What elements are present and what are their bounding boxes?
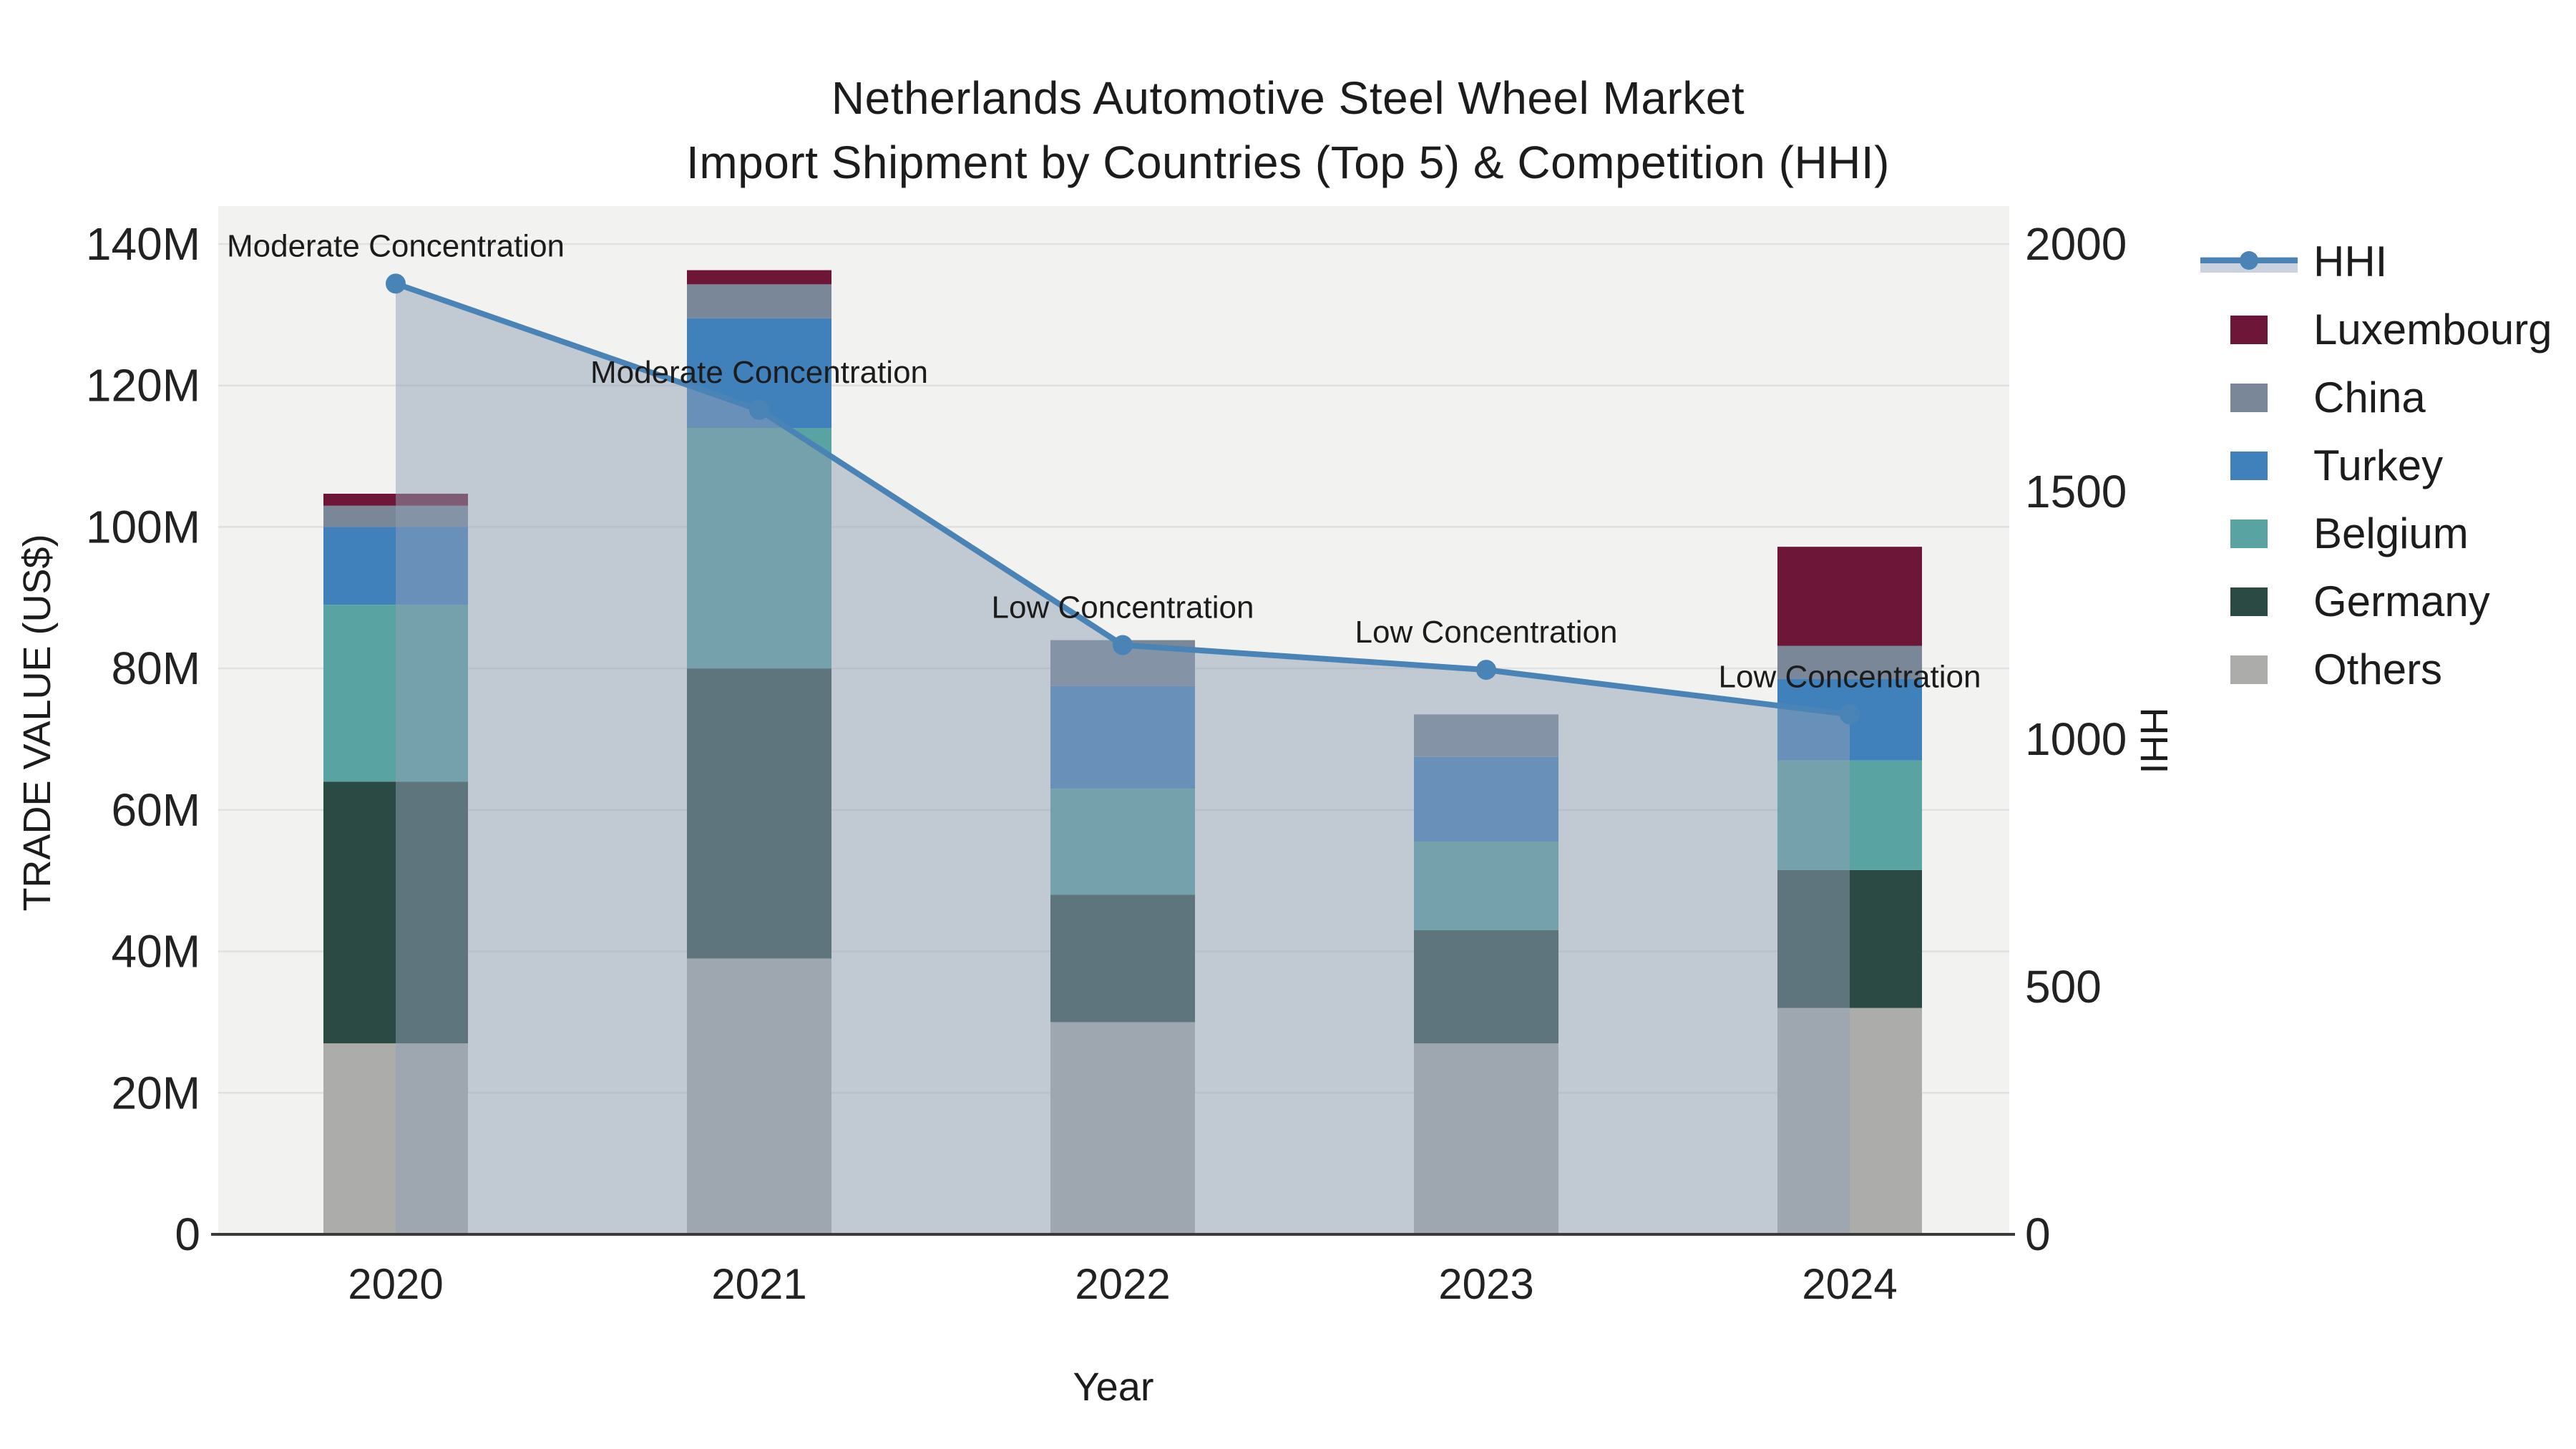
hhi-marker-2024	[1840, 704, 1860, 725]
hhi-legend-marker	[2240, 250, 2258, 270]
y-right-tick-2000: 2000	[2025, 218, 2127, 270]
legend-label-others: Others	[2313, 645, 2443, 693]
legend-chip-germany	[2230, 587, 2268, 616]
legend-chip-luxembourg	[2230, 315, 2268, 344]
bar-segment-2021-luxembourg	[687, 270, 831, 285]
legend-chip-turkey	[2230, 451, 2268, 480]
x-axis-title: Year	[1073, 1364, 1154, 1409]
legend-chip-belgium	[2230, 519, 2268, 548]
annotation-2023: Low Concentration	[1355, 615, 1618, 650]
y-left-tick-140M: 140M	[86, 218, 200, 270]
chart-title-line2: Import Shipment by Countries (Top 5) & C…	[686, 137, 1890, 188]
x-tick-2023: 2023	[1438, 1260, 1533, 1308]
legend-item-china[interactable]: China	[2200, 364, 2552, 431]
bar-segment-2024-china	[1777, 645, 1922, 679]
legend-label-china: China	[2313, 374, 2426, 421]
hhi-marker-2020	[386, 273, 406, 294]
x-tick-2021: 2021	[711, 1260, 806, 1308]
legend-item-turkey[interactable]: Turkey	[2200, 431, 2552, 499]
bar-segment-2021-china	[687, 284, 831, 318]
legend-chip-china	[2230, 383, 2268, 412]
legend-item-others[interactable]: Others	[2200, 635, 2552, 703]
legend-item-hhi[interactable]: HHI	[2200, 228, 2552, 296]
legend-hhi-line-icon	[2200, 248, 2298, 276]
annotation-2020: Moderate Concentration	[227, 228, 565, 263]
y-right-tick-1500: 1500	[2025, 466, 2127, 517]
y-left-tick-120M: 120M	[86, 360, 200, 411]
annotation-2024: Low Concentration	[1719, 659, 1981, 694]
legend-item-luxembourg[interactable]: Luxembourg	[2200, 296, 2552, 364]
y-left-tick-20M: 20M	[112, 1067, 201, 1118]
y-right-tick-500: 500	[2025, 961, 2102, 1013]
y-left-tick-40M: 40M	[112, 926, 201, 977]
y-axis-left-title: TRADE VALUE (US$)	[16, 534, 59, 912]
y-left-tick-80M: 80M	[112, 643, 201, 694]
hhi-legend-symbol	[2200, 248, 2298, 276]
legend-label-luxembourg: Luxembourg	[2313, 306, 2552, 353]
y-left-tick-0: 0	[175, 1209, 200, 1260]
annotation-2021: Moderate Concentration	[590, 355, 928, 390]
hhi-marker-2022	[1113, 635, 1133, 655]
legend-label-belgium: Belgium	[2313, 509, 2469, 557]
x-tick-2020: 2020	[348, 1260, 443, 1308]
legend-swatch-belgium	[2200, 519, 2298, 548]
legend-swatch-turkey	[2200, 451, 2298, 480]
legend-swatch-others	[2200, 655, 2298, 684]
legend-label-hhi: HHI	[2313, 238, 2388, 286]
y-axis-right-title: HHI	[2132, 707, 2175, 774]
y-left-tick-60M: 60M	[112, 784, 201, 836]
hhi-marker-2021	[749, 399, 769, 420]
y-right-tick-1000: 1000	[2025, 713, 2127, 765]
x-tick-2024: 2024	[1802, 1260, 1897, 1308]
legend-label-germany: Germany	[2313, 577, 2490, 625]
chart-title: Netherlands Automotive Steel Wheel Marke…	[0, 66, 2576, 195]
y-left-tick-100M: 100M	[86, 501, 200, 552]
hhi-area-fill	[396, 283, 1850, 1234]
bar-segment-2024-luxembourg	[1777, 547, 1922, 646]
legend-label-turkey: Turkey	[2313, 441, 2444, 489]
chart-title-line1: Netherlands Automotive Steel Wheel Marke…	[831, 72, 1745, 124]
annotation-2022: Low Concentration	[992, 590, 1254, 625]
hhi-marker-2023	[1476, 660, 1496, 680]
legend-chip-others	[2230, 655, 2268, 684]
legend: HHI Luxembourg China Turkey Belgium Germany Ot…	[2200, 228, 2552, 703]
legend-swatch-luxembourg	[2200, 315, 2298, 344]
y-right-tick-0: 0	[2025, 1209, 2051, 1260]
legend-swatch-china	[2200, 383, 2298, 412]
legend-swatch-germany	[2200, 587, 2298, 616]
legend-item-germany[interactable]: Germany	[2200, 567, 2552, 635]
x-tick-2022: 2022	[1075, 1260, 1170, 1308]
legend-item-belgium[interactable]: Belgium	[2200, 499, 2552, 567]
